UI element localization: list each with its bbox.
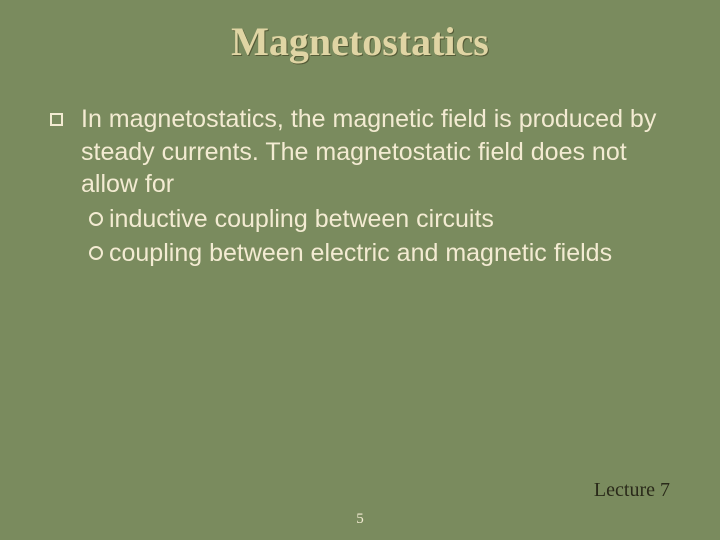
subitem: inductive coupling between circuits	[89, 203, 670, 236]
subitem: coupling between electric and magnetic f…	[89, 237, 670, 270]
subitems-container: inductive coupling between circuits coup…	[81, 203, 670, 270]
slide-body: In magnetostatics, the magnetic field is…	[0, 65, 720, 270]
circle-bullet-icon	[89, 246, 103, 260]
subitem-text: coupling between electric and magnetic f…	[109, 237, 670, 270]
subitem-text: inductive coupling between circuits	[109, 203, 670, 236]
lecture-label: Lecture 7	[594, 479, 670, 502]
main-bullet-item: In magnetostatics, the magnetic field is…	[50, 103, 670, 270]
square-bullet-icon	[50, 113, 63, 126]
slide-title: Magnetostatics	[0, 0, 720, 65]
main-content: In magnetostatics, the magnetic field is…	[81, 103, 670, 270]
page-number: 5	[356, 511, 364, 528]
main-text: In magnetostatics, the magnetic field is…	[81, 105, 656, 198]
circle-bullet-icon	[89, 212, 103, 226]
